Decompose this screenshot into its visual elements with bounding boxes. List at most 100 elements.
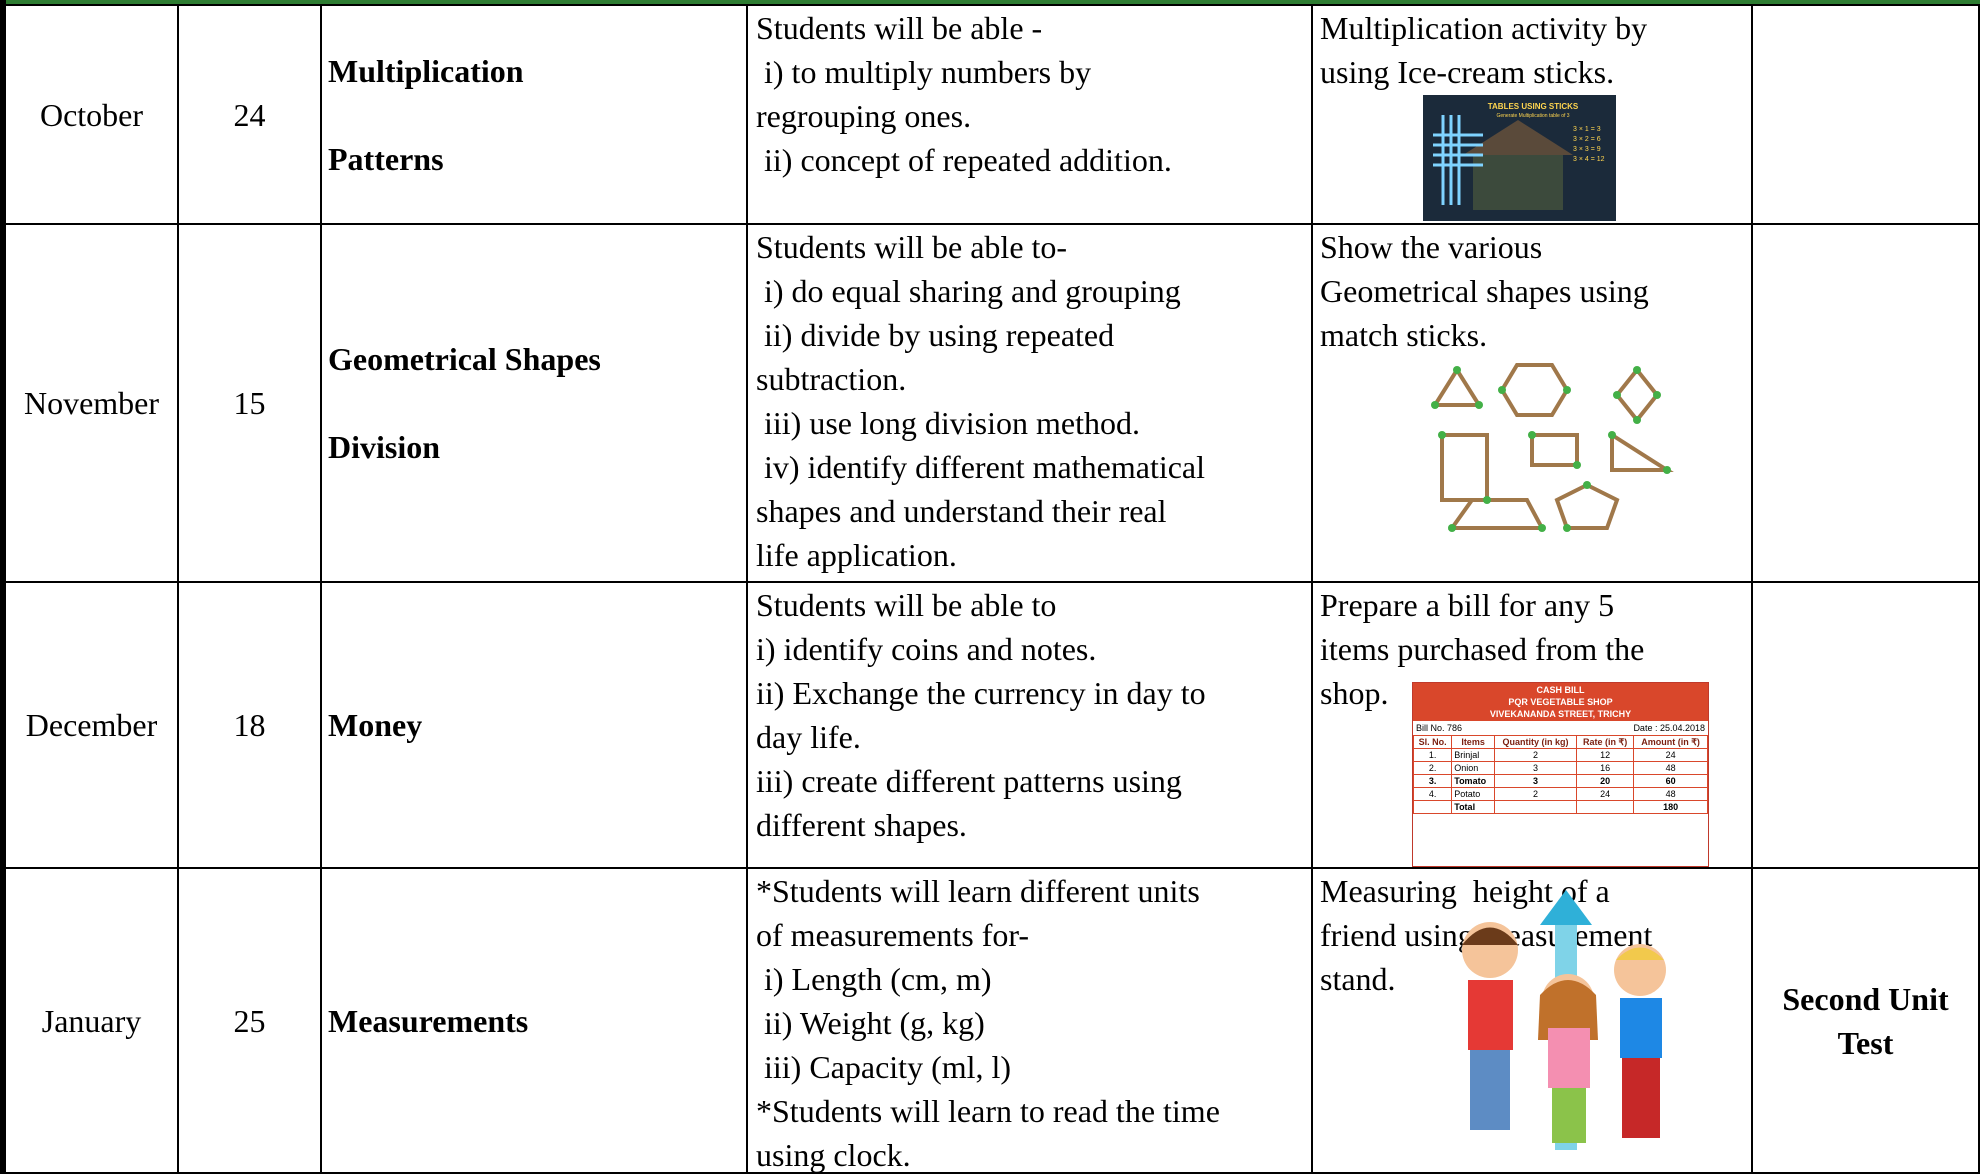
bill-cell: 3	[1493, 761, 1578, 775]
bill-cell: 2	[1493, 748, 1578, 762]
objective-line: regrouping ones.	[756, 98, 972, 134]
bill-cell: Potato	[1451, 787, 1495, 801]
objective-line: iii) Capacity (ml, l)	[756, 1049, 1012, 1085]
table-cell: October	[6, 6, 179, 225]
table-cell: 24	[179, 6, 322, 225]
objective-line: i) do equal sharing and grouping	[756, 273, 1181, 309]
table-cell: Multiplication activity by using Ice-crea…	[1313, 6, 1753, 225]
bill-cell: 180	[1633, 800, 1708, 814]
equation: 3 × 2 = 6	[1573, 136, 1601, 143]
objective-line: different shapes.	[756, 807, 967, 843]
table-cell: Geometrical Shapes Division	[322, 225, 748, 583]
activity-line: Show the various	[1320, 229, 1543, 265]
bill-row: 4. Potato 2 24 48	[1413, 787, 1708, 801]
left-border	[0, 0, 6, 1174]
assessment: Second Unit Test	[1782, 980, 1949, 1061]
sticks-image: TABLES USING STICKS Generate Multiplicat…	[1423, 95, 1616, 221]
bill-cell: 48	[1633, 761, 1708, 775]
bill-cell	[1413, 800, 1453, 814]
bill-date: Date : 25.04.2018	[1633, 723, 1705, 733]
bill-cell: 1.	[1413, 748, 1453, 762]
bill-cell: 16	[1576, 761, 1635, 775]
days: 25	[233, 1002, 266, 1039]
objective-line: i) to multiply numbers by	[756, 54, 1092, 90]
activity-line: using Ice-cream sticks.	[1320, 54, 1615, 90]
table-cell: 15	[179, 225, 322, 583]
bill-cell: 2.	[1413, 761, 1453, 775]
table-cell: Show the various Geometrical shapes using…	[1313, 225, 1753, 583]
table-cell	[1753, 6, 1980, 225]
topic: Geometrical Shapes	[328, 341, 601, 377]
bill-cell: 3	[1493, 774, 1578, 788]
table-cell: Measurements	[322, 869, 748, 1174]
bill-cell: 4.	[1413, 787, 1453, 801]
month: January	[41, 1002, 142, 1039]
image-caption: Generate Multiplication table of 3	[1496, 113, 1569, 119]
bill-row: 3. Tomato 3 20 60	[1413, 774, 1708, 788]
table-cell	[1753, 225, 1980, 583]
objective-line: ii) Exchange the currency in day to	[756, 675, 1206, 711]
activity-line: Multiplication activity by	[1320, 10, 1648, 46]
bill-title: VIVEKANANDA STREET, TRICHY	[1489, 709, 1632, 719]
bill-cell	[1493, 800, 1578, 814]
topic: Multiplication	[328, 52, 524, 89]
objective-line: Students will be able -	[756, 10, 1043, 46]
activity-line: match sticks.	[1320, 317, 1488, 353]
objective-line: iv) identify different mathematical	[756, 449, 1206, 485]
activity-line: Geometrical shapes using	[1320, 273, 1649, 309]
objective-line: life application.	[756, 537, 957, 573]
image-caption: TABLES USING STICKS	[1488, 102, 1579, 111]
equation: 3 × 4 = 12	[1573, 156, 1605, 163]
bill-no: Bill No. 786	[1416, 723, 1463, 733]
objective-line: i) Length (cm, m)	[756, 961, 992, 997]
bill-cell: 2	[1493, 787, 1578, 801]
top-rule	[0, 0, 1980, 4]
bill-row: 1. Brinjal 2 12 24	[1413, 748, 1708, 762]
bill-cell: 48	[1633, 787, 1708, 801]
topic: Measurements	[328, 1002, 529, 1039]
bill-cell: 60	[1633, 774, 1708, 788]
month: December	[25, 707, 158, 743]
bill-cell: Total	[1451, 800, 1495, 814]
table-cell: November	[6, 225, 179, 583]
days: 15	[233, 385, 266, 421]
objective-line: iii) use long division method.	[756, 405, 1140, 441]
objective-line: ii) Weight (g, kg)	[756, 1005, 985, 1041]
table-cell: 18	[179, 583, 322, 869]
bill-cell: Brinjal	[1451, 748, 1495, 762]
bill-head-cell: Rate (in ₹)	[1576, 735, 1635, 749]
month: November	[23, 385, 160, 421]
activity-line: shop.	[1320, 675, 1389, 711]
top-border	[0, 4, 1980, 6]
objective-line: i) identify coins and notes.	[756, 631, 1097, 667]
equation: 3 × 1 = 3	[1573, 126, 1601, 133]
bill-header: CASH BILL PQR VEGETABLE SHOP VIVEKANANDA S…	[1413, 683, 1708, 721]
kids-image	[1462, 890, 1666, 1150]
bill-row: 2. Onion 3 16 48	[1413, 761, 1708, 775]
table-cell	[1753, 583, 1980, 869]
days: 18	[233, 707, 266, 743]
objective-line: Students will be able to-	[756, 229, 1068, 265]
objective-line: using clock.	[756, 1137, 911, 1173]
bill-cell: Tomato	[1451, 774, 1495, 788]
topic: Patterns	[328, 140, 444, 177]
table-cell: 25	[179, 869, 322, 1174]
equation: 3 × 3 = 9	[1573, 146, 1601, 153]
bill-row: Total 180	[1413, 800, 1708, 814]
table-cell: Students will be able - i) to multiply n…	[748, 6, 1313, 225]
objective-line: day life.	[756, 719, 861, 755]
activity-line: stand.	[1320, 961, 1396, 997]
bill-head-cell: Sl. No.	[1413, 735, 1453, 749]
bill-head-cell: Items	[1451, 735, 1495, 749]
objective-line: ii) divide by using repeated	[756, 317, 1115, 353]
activity-line: items purchased from the	[1320, 631, 1645, 667]
bill-cell: 24	[1576, 787, 1635, 801]
table-cell: *Students will learn different units of m…	[748, 869, 1313, 1174]
bill-meta: Bill No. 786 Date : 25.04.2018	[1413, 721, 1708, 735]
objective-line: of measurements for-	[756, 917, 1030, 953]
bill-title: CASH BILL	[1536, 685, 1585, 695]
topic: Division	[328, 429, 441, 465]
objective-line: Students will be able to	[756, 587, 1057, 623]
table-cell: Money	[322, 583, 748, 869]
